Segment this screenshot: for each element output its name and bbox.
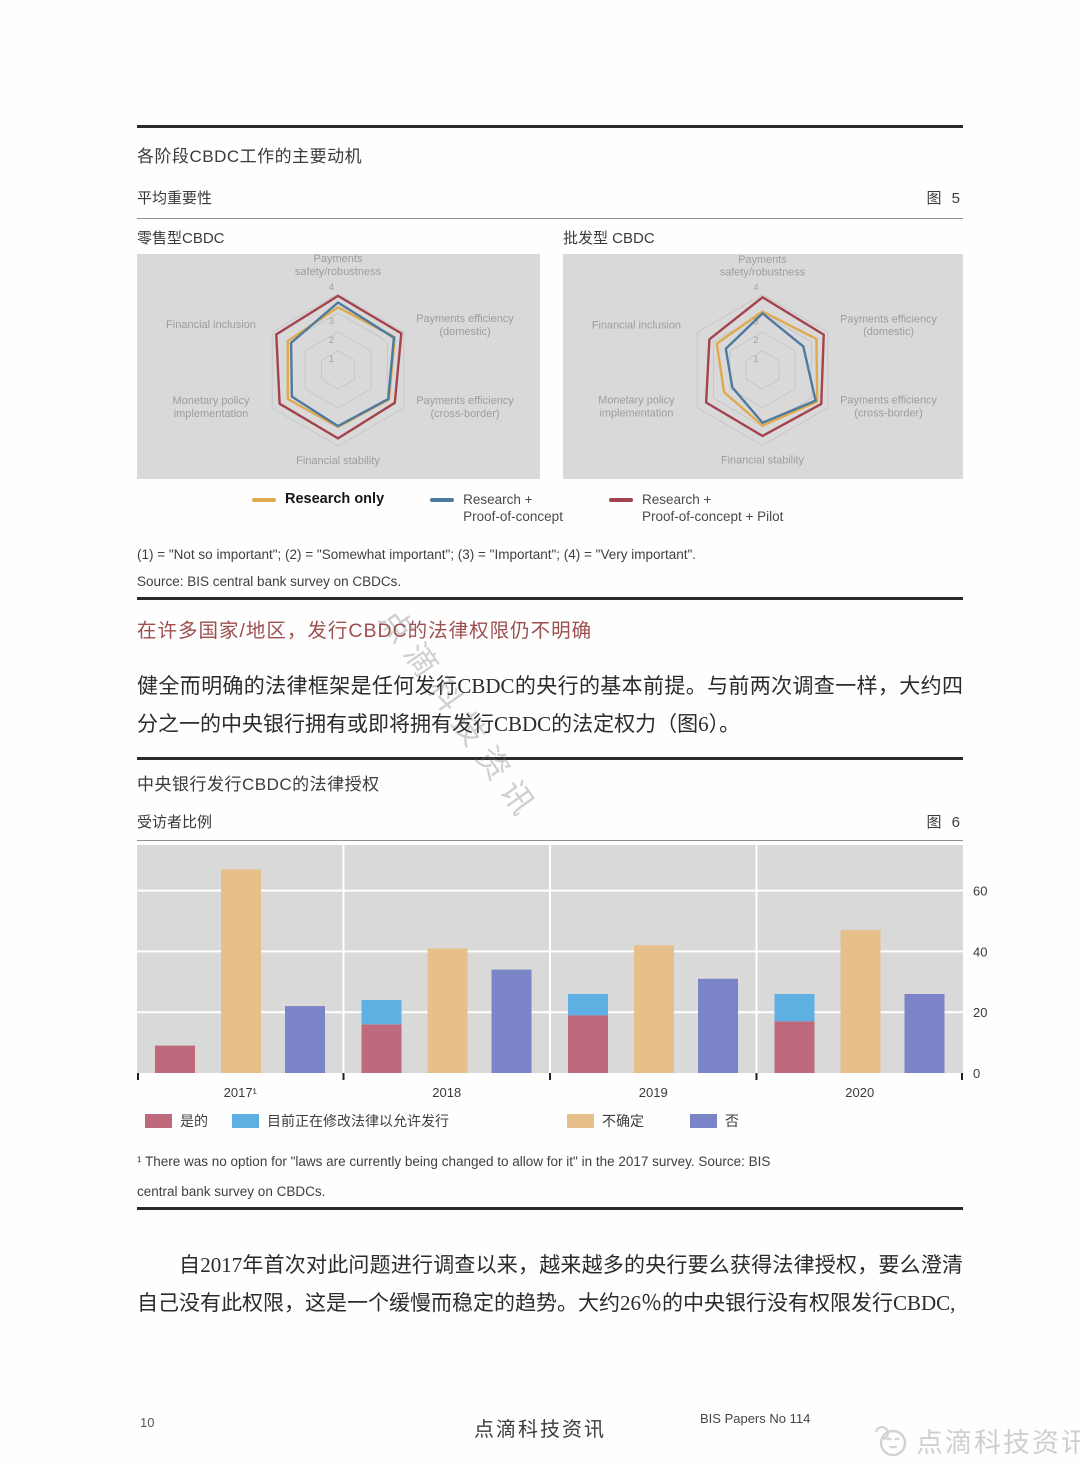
svg-text:1: 1 — [754, 354, 759, 364]
page-number: 10 — [140, 1415, 155, 1430]
legend-label-line1: Research + — [641, 492, 712, 507]
svg-text:2019: 2019 — [639, 1085, 668, 1100]
svg-text:Payments efficiency(cross-bord: Payments efficiency (cross-border) — [416, 395, 514, 420]
svg-text:40: 40 — [973, 944, 987, 959]
footnote-line2: central bank survey on CBDCs. — [137, 1184, 326, 1199]
legend-label: Research only — [285, 491, 385, 507]
svg-text:Financial stability: Financial stability — [296, 455, 380, 467]
paragraph-trend: 自2017年首次对此问题进行调查以来，越来越多的央行要么获得法律授权，要么澄清自… — [137, 1253, 963, 1315]
legend-label: 否 — [725, 1113, 739, 1129]
research-only-swatch — [252, 498, 276, 502]
svg-text:3: 3 — [754, 316, 759, 326]
svg-text:Financial stability: Financial stability — [721, 454, 805, 466]
svg-text:2: 2 — [329, 335, 334, 345]
figure6-title: 中央银行发行CBDC的法律授权 — [137, 775, 380, 794]
figure6-top-rule — [137, 757, 963, 760]
radar-chart-wholesale: 1 2 3 4 Payments safety/robustness Payments ef… — [592, 254, 938, 466]
figure6-number: 图 6 — [926, 814, 963, 831]
svg-text:1: 1 — [329, 354, 334, 364]
figure5-inner-rule — [137, 218, 963, 219]
svg-text:2018: 2018 — [432, 1085, 461, 1100]
retail-panel-title: 零售型CBDC — [137, 230, 225, 247]
radar-panels: 零售型CBDC 1 2 3 4 Payments safety/robustness Pay… — [137, 227, 963, 479]
figure5-subtitle-row: 平均重要性 图 5 — [137, 187, 963, 208]
figure5-subtitle: 平均重要性 — [137, 190, 213, 207]
radar-chart-retail: 1 2 3 4 Payments safety/robustness Payments ef… — [166, 254, 514, 467]
svg-text:Payments efficiency(domestic): Payments efficiency (domestic) — [416, 313, 514, 338]
section-heading: 在许多国家/地区，发行CBDC的法律权限仍不明确 — [137, 620, 593, 642]
figure5-footnote: (1) = "Not so important"; (2) = "Somewha… — [137, 547, 697, 562]
svg-text:Financial inclusion: Financial inclusion — [166, 319, 256, 331]
svg-text:Financial inclusion: Financial inclusion — [592, 319, 681, 331]
figure5-top-rule — [137, 125, 963, 128]
retail-cbdc-panel: 零售型CBDC 1 2 3 4 Payments safety/robustness Pay… — [137, 227, 540, 479]
figure6-footnote: ¹ There was no option for "laws are curr… — [137, 1147, 963, 1207]
figure6-subtitle-row: 受访者比例 图 6 — [137, 811, 963, 832]
legend-label-line1: Research + — [463, 492, 533, 507]
figure6-subtitle: 受访者比例 — [137, 814, 213, 831]
legend-label-line2: Proof-of-concept — [463, 509, 563, 524]
legend-label: 是的 — [180, 1113, 208, 1129]
svg-text:4: 4 — [754, 283, 759, 293]
wholesale-cbdc-panel: 批发型 CBDC 1 2 3 4 Payments safety/robustness Pa… — [563, 227, 963, 479]
svg-text:0: 0 — [973, 1066, 980, 1081]
legend-item-yes: 是的 — [145, 1111, 208, 1131]
svg-text:60: 60 — [973, 884, 987, 899]
legend-item-research-only: Research only — [252, 491, 384, 508]
legend-item-no: 否 — [690, 1111, 739, 1131]
legend-item-research-poc-pilot: Research + Proof-of-concept + Pilot — [608, 491, 784, 525]
uncertain-swatch — [567, 1114, 594, 1128]
research-poc-swatch — [430, 498, 455, 502]
figure5-number: 图 5 — [926, 190, 963, 207]
figure6-inner-rule — [137, 840, 963, 841]
figure5-bottom-rule — [137, 597, 963, 600]
svg-text:20: 20 — [973, 1005, 987, 1020]
legend-label: 不确定 — [602, 1113, 644, 1129]
svg-text:3: 3 — [329, 316, 334, 326]
paragraph-legal-framework: 健全而明确的法律框架是任何发行CBDC的央行的基本前提。与前两次调查一样，大约四… — [137, 674, 963, 736]
svg-text:Payments efficiency(cross-bord: Payments efficiency (cross-border) — [840, 395, 937, 420]
bar-chart-wrap: 2017¹ 2018 2019 2020 0 20 40 60 — [137, 845, 987, 1109]
laws-changing-swatch — [232, 1114, 259, 1128]
legend-item-research-poc: Research + Proof-of-concept — [430, 491, 563, 525]
bar-chart-legal-authority: 2017¹ 2018 2019 2020 0 20 40 60 — [137, 845, 987, 1100]
legend-label: 目前正在修改法律以允许发行 — [267, 1113, 449, 1129]
wholesale-radar-box: 1 2 3 4 Payments safety/robustness Payments ef… — [563, 254, 963, 479]
svg-text:4: 4 — [329, 282, 334, 292]
legend-item-uncertain: 不确定 — [567, 1111, 644, 1131]
wholesale-panel-title: 批发型 CBDC — [563, 230, 655, 247]
figure6-legend: 是的 目前正在修改法律以允许发行 不确定 否 — [137, 1111, 963, 1131]
figure5-source: Source: BIS central bank survey on CBDCs… — [137, 574, 402, 589]
footer-brand: 点滴科技资讯 — [474, 1419, 606, 1441]
legend-item-laws-changing: 目前正在修改法律以允许发行 — [232, 1111, 449, 1131]
retail-radar-box: 1 2 3 4 Payments safety/robustness Payments ef… — [137, 254, 540, 479]
figure6-bottom-rule — [137, 1207, 963, 1210]
footer-paper-id: BIS Papers No 114 — [700, 1411, 811, 1426]
legend-label-line2: Proof-of-concept + Pilot — [641, 509, 784, 524]
svg-text:2020: 2020 — [845, 1085, 874, 1100]
footnote-line1: ¹ There was no option for "laws are curr… — [137, 1154, 771, 1169]
figure5-title: 各阶段CBDC工作的主要动机 — [137, 147, 363, 166]
figure5-legend: Research only Research + Proof-of-concep… — [252, 491, 963, 525]
yes-swatch — [145, 1114, 172, 1128]
svg-text:2017¹: 2017¹ — [224, 1085, 258, 1100]
svg-text:2: 2 — [754, 335, 759, 345]
svg-text:Payments efficiency(domestic): Payments efficiency (domestic) — [840, 313, 937, 338]
research-poc-pilot-swatch — [608, 498, 633, 502]
no-swatch — [690, 1114, 717, 1128]
